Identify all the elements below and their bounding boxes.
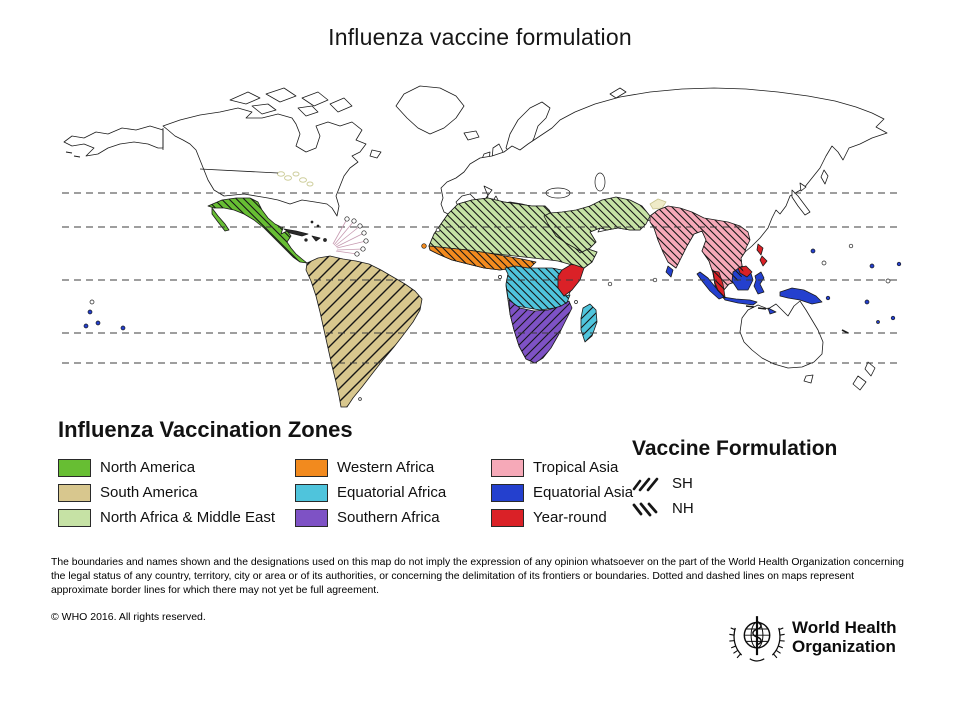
legend-item-north-africa-middle-east: North Africa & Middle East (58, 505, 295, 530)
legend-label: North America (100, 459, 196, 476)
caspian-sea (594, 172, 606, 192)
legend-label: North Africa & Middle East (100, 509, 276, 526)
legend-item-tropical-asia: Tropical Asia (491, 455, 666, 480)
who-logo-line1: World Health (792, 618, 897, 637)
latitude-lines (62, 192, 900, 364)
hatch-overlays (208, 197, 750, 407)
formulation-legend-heading: Vaccine Formulation (632, 437, 838, 460)
legend-label: Western Africa (337, 459, 435, 476)
zones-legend-grid: North America South America North Africa… (58, 455, 666, 530)
new-zealand-outline (864, 361, 876, 377)
region-java (722, 296, 758, 306)
iceland-outline (463, 130, 480, 141)
formulation-legend: Vaccine Formulation SH NH (632, 437, 837, 521)
zones-legend: Influenza Vaccination Zones North Americ… (58, 417, 666, 530)
legend-item-year-round: Year-round (491, 505, 666, 530)
region-sri-lanka (665, 265, 674, 278)
legend-item-north-america: North America (58, 455, 295, 480)
japan-outline (791, 189, 811, 216)
legend-swatch (295, 508, 328, 527)
region-philippines-1 (756, 243, 764, 256)
legend-item-southern-africa: Southern Africa (295, 505, 491, 530)
legend-swatch (295, 458, 328, 477)
greenland-outline (395, 85, 465, 135)
region-philippines-2 (759, 255, 768, 267)
legend-label: Southern Africa (337, 509, 440, 526)
region-cuba (283, 228, 309, 237)
legend-item-equatorial-asia: Equatorial Asia (491, 480, 666, 505)
copyright-notice: © WHO 2016. All rights reserved. (51, 611, 206, 623)
legend-swatch (491, 508, 524, 527)
region-hispaniola (311, 235, 321, 242)
newfoundland-outline (369, 149, 382, 159)
legend-swatch (58, 508, 91, 527)
north-america-outline (162, 107, 367, 217)
legend-swatch (491, 458, 524, 477)
who-logo-line2: Organization (792, 637, 896, 656)
map-lines (62, 128, 900, 364)
region-timor (767, 307, 777, 315)
region-new-guinea (779, 287, 823, 305)
who-logo: World Health Organization (728, 608, 897, 666)
region-sumatra (696, 271, 725, 300)
alaska-outline (63, 125, 164, 157)
legend-swatch (491, 483, 524, 502)
great-lakes (277, 171, 314, 187)
nh-hatch-icon (632, 502, 658, 516)
caribbean-callout-lines (332, 218, 367, 255)
world-map-svg (62, 85, 902, 408)
map-disclaimer: The boundaries and names shown and the d… (51, 557, 904, 596)
legend-label: NH (672, 500, 694, 517)
legend-item-western-africa: Western Africa (295, 455, 491, 480)
legend-label: Year-round (533, 509, 607, 526)
legend-label: Equatorial Asia (533, 484, 634, 501)
page-title: Influenza vaccine formulation (328, 24, 632, 50)
world-map (0, 70, 960, 422)
island-markers (83, 216, 902, 401)
legend-label: Equatorial Africa (337, 484, 447, 501)
kashmir-area (649, 198, 667, 210)
legend-item-nh: NH (632, 496, 837, 521)
legend-item-equatorial-africa: Equatorial Africa (295, 480, 491, 505)
who-emblem-icon (729, 616, 785, 662)
sh-hatch-icon (632, 477, 659, 491)
legend-item-sh: SH (632, 471, 837, 496)
legend-label: Tropical Asia (533, 459, 619, 476)
australia-outline (739, 300, 824, 369)
legend-label: South America (100, 484, 198, 501)
legend-swatch (58, 458, 91, 477)
sakhalin-outline (820, 169, 829, 185)
legend-label: SH (672, 475, 693, 492)
who-logo-text: World Health Organization (792, 618, 897, 656)
tasmania-outline (803, 374, 814, 384)
legend-swatch (58, 483, 91, 502)
legend-item-south-america: South America (58, 480, 295, 505)
region-sulawesi (753, 271, 765, 295)
zones-legend-heading: Influenza Vaccination Zones (58, 417, 353, 442)
legend-swatch (295, 483, 328, 502)
region-baja (211, 207, 230, 232)
